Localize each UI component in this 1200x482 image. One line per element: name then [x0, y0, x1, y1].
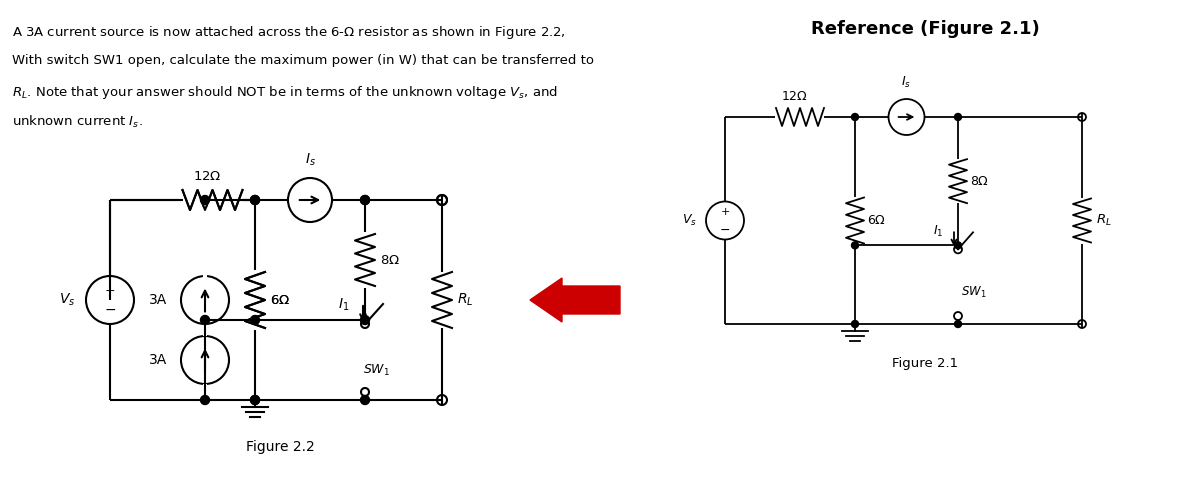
Text: $R_L$: $R_L$: [1096, 213, 1112, 228]
Text: $I_1$: $I_1$: [337, 297, 349, 313]
Text: 8$\Omega$: 8$\Omega$: [380, 254, 400, 267]
Circle shape: [251, 396, 259, 404]
Circle shape: [852, 321, 858, 327]
Text: $I_s$: $I_s$: [305, 152, 316, 168]
Circle shape: [200, 316, 210, 324]
Circle shape: [954, 321, 961, 327]
Text: 8$\Omega$: 8$\Omega$: [970, 174, 989, 187]
Text: 6$\Omega$: 6$\Omega$: [270, 294, 290, 307]
Circle shape: [360, 396, 370, 404]
Text: Figure 2.1: Figure 2.1: [892, 358, 958, 371]
Text: $R_L$. Note that your answer should NOT be in terms of the unknown voltage $V_s$: $R_L$. Note that your answer should NOT …: [12, 84, 558, 101]
Text: A 3A current source is now attached across the 6-$\Omega$ resistor as shown in F: A 3A current source is now attached acro…: [12, 24, 565, 41]
Circle shape: [954, 242, 961, 249]
Circle shape: [251, 196, 259, 204]
Text: $SW_1$: $SW_1$: [961, 285, 986, 300]
Circle shape: [954, 113, 961, 120]
Text: −: −: [104, 303, 116, 317]
Text: +: +: [104, 284, 115, 297]
Circle shape: [200, 196, 210, 204]
Circle shape: [251, 316, 259, 324]
Circle shape: [360, 196, 370, 204]
Text: 12$\Omega$: 12$\Omega$: [781, 90, 809, 103]
Circle shape: [852, 113, 858, 120]
Text: $R_L$: $R_L$: [457, 292, 474, 308]
Text: unknown current $I_s$.: unknown current $I_s$.: [12, 114, 143, 130]
Text: 12$\Omega$: 12$\Omega$: [193, 170, 222, 183]
Text: +: +: [720, 206, 730, 216]
Circle shape: [200, 396, 210, 404]
Circle shape: [251, 396, 259, 404]
FancyArrow shape: [530, 278, 620, 322]
Text: $V_s$: $V_s$: [59, 292, 76, 308]
Text: 3A: 3A: [149, 353, 167, 367]
Circle shape: [360, 196, 370, 204]
Circle shape: [360, 316, 370, 324]
Text: Reference (Figure 2.1): Reference (Figure 2.1): [811, 20, 1039, 38]
Text: $I_1$: $I_1$: [932, 224, 943, 239]
Text: With switch SW1 open, calculate the maximum power (in W) that can be transferred: With switch SW1 open, calculate the maxi…: [12, 54, 594, 67]
Text: 6$\Omega$: 6$\Omega$: [270, 294, 290, 307]
Text: $I_s$: $I_s$: [901, 75, 912, 90]
Circle shape: [251, 196, 259, 204]
Text: Figure 2.2: Figure 2.2: [246, 440, 314, 454]
Text: −: −: [720, 224, 731, 237]
Text: 3A: 3A: [149, 293, 167, 307]
Text: 6$\Omega$: 6$\Omega$: [866, 214, 886, 227]
Circle shape: [852, 242, 858, 249]
Text: $SW_1$: $SW_1$: [364, 362, 390, 377]
Text: $V_s$: $V_s$: [682, 213, 697, 228]
